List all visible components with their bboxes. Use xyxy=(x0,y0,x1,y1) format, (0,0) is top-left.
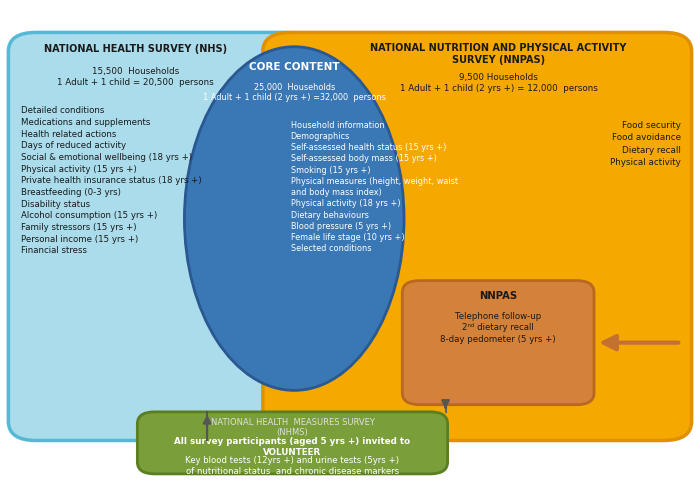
Text: NATIONAL HEALTH SURVEY (NHS): NATIONAL HEALTH SURVEY (NHS) xyxy=(44,44,228,54)
Text: NNPAS: NNPAS xyxy=(479,291,517,301)
Text: 15,500  Households
1 Adult + 1 child = 20,500  persons: 15,500 Households 1 Adult + 1 child = 20… xyxy=(57,67,214,87)
Text: 9,500 Households
1 Adult + 1 child (2 yrs +) = 12,000  persons: 9,500 Households 1 Adult + 1 child (2 yr… xyxy=(400,73,598,93)
FancyBboxPatch shape xyxy=(262,32,692,441)
Text: NATIONAL NUTRITION AND PHYSICAL ACTIVITY
SURVEY (NNPAS): NATIONAL NUTRITION AND PHYSICAL ACTIVITY… xyxy=(370,43,627,65)
Text: CORE CONTENT: CORE CONTENT xyxy=(249,62,340,72)
Text: 25,000  Households
1 Adult + 1 child (2 yrs +) =32,000  persons: 25,000 Households 1 Adult + 1 child (2 y… xyxy=(203,82,386,102)
Text: Telephone follow-up
2ⁿᵈ dietary recall
8-day pedometer (5 yrs +): Telephone follow-up 2ⁿᵈ dietary recall 8… xyxy=(440,312,556,344)
Ellipse shape xyxy=(184,47,404,390)
Text: NATIONAL HEALTH  MEASURES SURVEY
(NHMS): NATIONAL HEALTH MEASURES SURVEY (NHMS) xyxy=(211,417,374,437)
FancyBboxPatch shape xyxy=(8,32,312,441)
FancyBboxPatch shape xyxy=(137,412,447,474)
Text: Detailed conditions
Medications and supplements
Health related actions
Days of r: Detailed conditions Medications and supp… xyxy=(21,107,202,255)
Text: Food security
Food avoidance
Dietary recall
Physical activity: Food security Food avoidance Dietary rec… xyxy=(610,120,681,167)
Text: Key blood tests (12yrs +) and urine tests (5yrs +)
of nutritional status  and ch: Key blood tests (12yrs +) and urine test… xyxy=(186,456,400,476)
FancyBboxPatch shape xyxy=(402,281,594,405)
Text: Household information
Demographics
Self-assessed health status (15 yrs +)
Self-a: Household information Demographics Self-… xyxy=(290,120,458,254)
Text: All survey participants (aged 5 yrs +) invited to
VOLUNTEER: All survey participants (aged 5 yrs +) i… xyxy=(174,437,410,456)
